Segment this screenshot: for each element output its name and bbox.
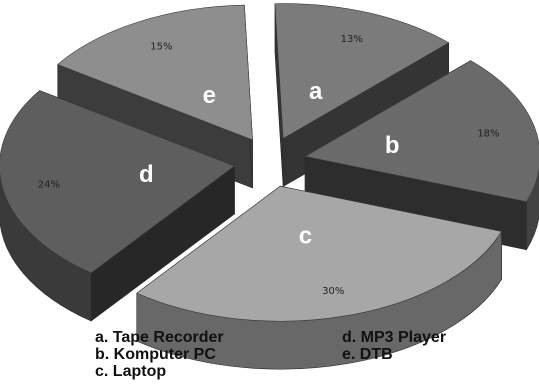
slice-percent-e: 15%	[150, 42, 172, 53]
legend-right: d. MP3 Player e. DTB	[342, 329, 446, 363]
slice-letter-b: b	[385, 132, 400, 159]
legend-item-e: e. DTB	[342, 346, 393, 363]
slice-sides	[0, 3, 539, 370]
slice-letter-c: c	[299, 222, 312, 249]
legend-item-c: c. Laptop	[95, 363, 167, 380]
slice-percent-d: 24%	[38, 179, 60, 190]
slice-labels: a 13% b 18% c 30% d 24% e 15%	[38, 34, 500, 297]
slice-e-top	[57, 4, 253, 141]
slice-letter-a: a	[309, 78, 323, 105]
slice-percent-c: 30%	[322, 286, 344, 297]
slice-c-top	[136, 185, 503, 322]
legend-item-a: a. Tape Recorder	[95, 329, 224, 346]
legend-item-b: b. Komputer PC	[95, 346, 216, 363]
slice-percent-a: 13%	[341, 34, 363, 45]
slice-c	[136, 185, 503, 370]
slice-letter-e: e	[203, 82, 216, 109]
slice-a-top	[274, 3, 450, 140]
slice-letter-d: d	[139, 161, 154, 188]
slice-d	[0, 90, 236, 322]
slice-d-top	[0, 90, 236, 274]
slice-b-top	[304, 60, 539, 203]
legend-left: a. Tape Recorder b. Komputer PC c. Lapto…	[95, 329, 224, 380]
legend-item-d: d. MP3 Player	[342, 329, 447, 346]
slice-percent-b: 18%	[477, 128, 499, 139]
